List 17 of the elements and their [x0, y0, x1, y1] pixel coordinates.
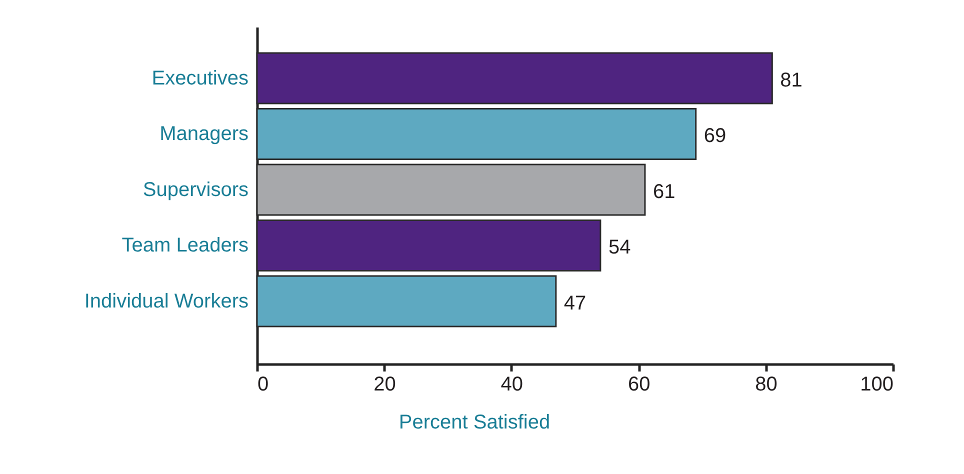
data-label: 47 — [564, 292, 586, 314]
data-label: 61 — [652, 180, 676, 203]
x-tick-label: 0 — [258, 374, 269, 396]
x-tick-label: 20 — [374, 374, 396, 396]
x-tick-label: 100 — [860, 374, 894, 396]
data-label: 54 — [608, 236, 631, 259]
x-tick-label: 60 — [628, 374, 650, 396]
x-tick-label: 80 — [755, 374, 778, 396]
y-tick-label: Executives — [152, 67, 248, 90]
y-tick-label: Individual Workers — [84, 290, 248, 312]
x-tick-label: 40 — [500, 374, 524, 396]
y-tick-label: Team Leaders — [122, 234, 248, 257]
y-tick-label: Managers — [160, 123, 248, 146]
data-label: 69 — [704, 125, 726, 148]
y-tick-label: Supervisors — [142, 178, 248, 201]
data-label: 81 — [780, 69, 802, 92]
x-axis-title: Percent Satisfied — [398, 412, 550, 434]
